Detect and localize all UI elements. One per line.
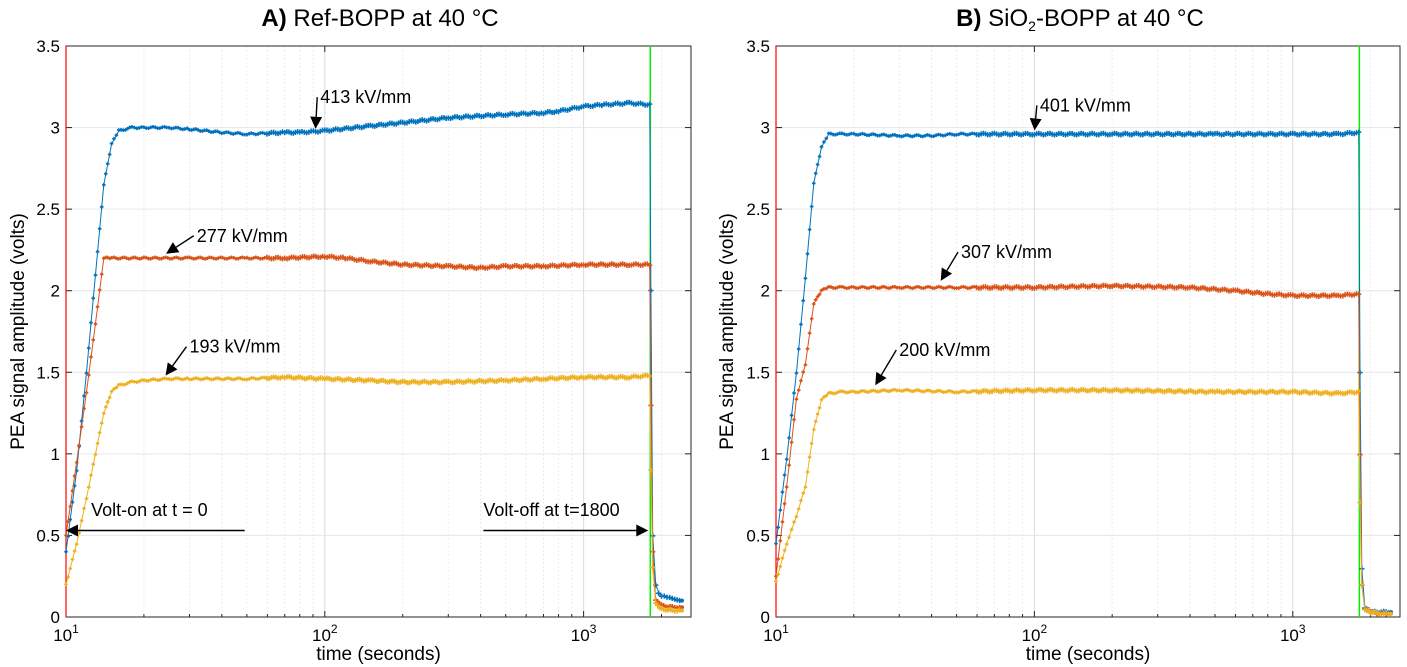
annotation-arrow-line [880, 349, 897, 376]
series-277-kv-mm [64, 253, 685, 611]
annotation: 200 kV/mm [875, 340, 990, 386]
annotation: 277 kV/mm [166, 226, 288, 254]
series-marker [1389, 611, 1394, 616]
y-tick-label: 3 [761, 119, 770, 138]
annotation: Volt-on at t = 0 [66, 500, 245, 537]
annotation-arrow-line [946, 251, 959, 271]
annotation-arrow-line [172, 346, 188, 367]
chart-b-title-subscript: 2 [1028, 18, 1036, 34]
series-line [65, 374, 682, 611]
x-tick-label: 103 [1280, 622, 1306, 645]
chart-b-title-prefix: B) [956, 5, 981, 32]
annotation: Volt-off at t=1800 [483, 500, 649, 537]
chart-b: 0 0.5 1 1.5 2 2.5 3 3.5 101 102 103 time (seconds) P… [717, 37, 1401, 665]
annotation: 307 kV/mm [940, 242, 1052, 281]
annotation-text: Volt-off at t=1800 [483, 500, 619, 520]
y-tick-label: 1.5 [36, 363, 60, 382]
chart-b-title-main-pre: SiO [988, 5, 1028, 32]
chart-b-xlabel: time (seconds) [1026, 644, 1151, 665]
chart-a-grid [65, 45, 691, 618]
annotation-text: 413 kV/mm [320, 87, 411, 107]
annotation: 401 kV/mm [1029, 95, 1131, 131]
y-tick-label: 3 [51, 119, 60, 138]
annotation-text: Volt-on at t = 0 [91, 500, 208, 520]
series-200-kv-mm [774, 386, 1394, 617]
chart-b-title-main-post: -BOPP at 40 °C [1036, 5, 1204, 32]
series-marker [680, 608, 685, 613]
annotation-text: 200 kV/mm [899, 340, 990, 360]
series-line [65, 255, 682, 608]
annotation-arrow-line [1034, 105, 1038, 119]
annotation-text: 193 kV/mm [189, 337, 280, 357]
series-marker [680, 605, 685, 610]
annotation: 193 kV/mm [165, 337, 281, 376]
annotation-arrowhead [940, 267, 953, 281]
series-line [775, 285, 1391, 615]
annotation-arrowhead [165, 362, 178, 376]
annotation-arrowhead [636, 524, 649, 537]
y-tick-label: 0 [51, 608, 60, 627]
annotation-arrowhead [66, 524, 78, 537]
annotation-arrowhead [1029, 117, 1042, 131]
y-tick-label: 1 [761, 445, 770, 464]
series-307-kv-mm [774, 282, 1394, 618]
series-line [775, 389, 1391, 615]
y-tick-label: 1.5 [746, 363, 770, 382]
series-401-kv-mm [774, 129, 1394, 616]
chart-b-title: B) SiO2-BOPP at 40 °C [956, 5, 1204, 34]
series-line [65, 102, 682, 602]
chart-a-xlabel: time (seconds) [316, 644, 441, 665]
x-tick-label: 103 [571, 622, 597, 645]
annotation-arrow-line [315, 97, 318, 117]
x-tick-label: 101 [53, 622, 79, 645]
y-tick-label: 2 [761, 282, 770, 301]
y-tick-label: 2.5 [36, 200, 60, 219]
chart-a-title: A) Ref-BOPP at 40 °C [261, 5, 498, 32]
chart-b-ylabel: PEA signal amplitude (volts) [717, 213, 738, 450]
annotation-text: 401 kV/mm [1040, 95, 1131, 115]
y-tick-label: 0 [761, 608, 770, 627]
x-tick-label: 102 [1022, 622, 1048, 645]
chart-a-ylabel: PEA signal amplitude (volts) [8, 213, 29, 450]
y-tick-label: 0.5 [36, 526, 60, 545]
chart-a-axes-box [65, 45, 692, 618]
chart-a-title-prefix: A) [261, 5, 286, 32]
y-tick-label: 2 [51, 282, 60, 301]
y-tick-label: 3.5 [746, 37, 770, 56]
annotation-arrowhead [310, 116, 323, 129]
y-tick-label: 1 [51, 445, 60, 464]
series-413-kv-mm [64, 99, 685, 604]
chart-a-title-main: Ref-BOPP at 40 °C [293, 5, 498, 32]
x-tick-label: 101 [763, 622, 789, 645]
annotation-arrowhead [875, 371, 887, 386]
annotation-text: 277 kV/mm [197, 226, 288, 246]
x-tick-label: 102 [312, 622, 338, 645]
series-marker [680, 598, 685, 603]
y-tick-label: 2.5 [746, 200, 770, 219]
series-193-kv-mm [64, 372, 685, 614]
y-tick-label: 3.5 [36, 37, 60, 56]
annotation-arrowhead [166, 242, 180, 254]
y-tick-label: 0.5 [746, 526, 770, 545]
annotation-text: 307 kV/mm [961, 242, 1052, 262]
annotation: 413 kV/mm [310, 87, 411, 129]
annotation-arrow-line [175, 235, 195, 248]
chart-a: 0 0.5 1 1.5 2 2.5 3 3.5 101 102 103 time (seconds) P… [8, 37, 692, 665]
